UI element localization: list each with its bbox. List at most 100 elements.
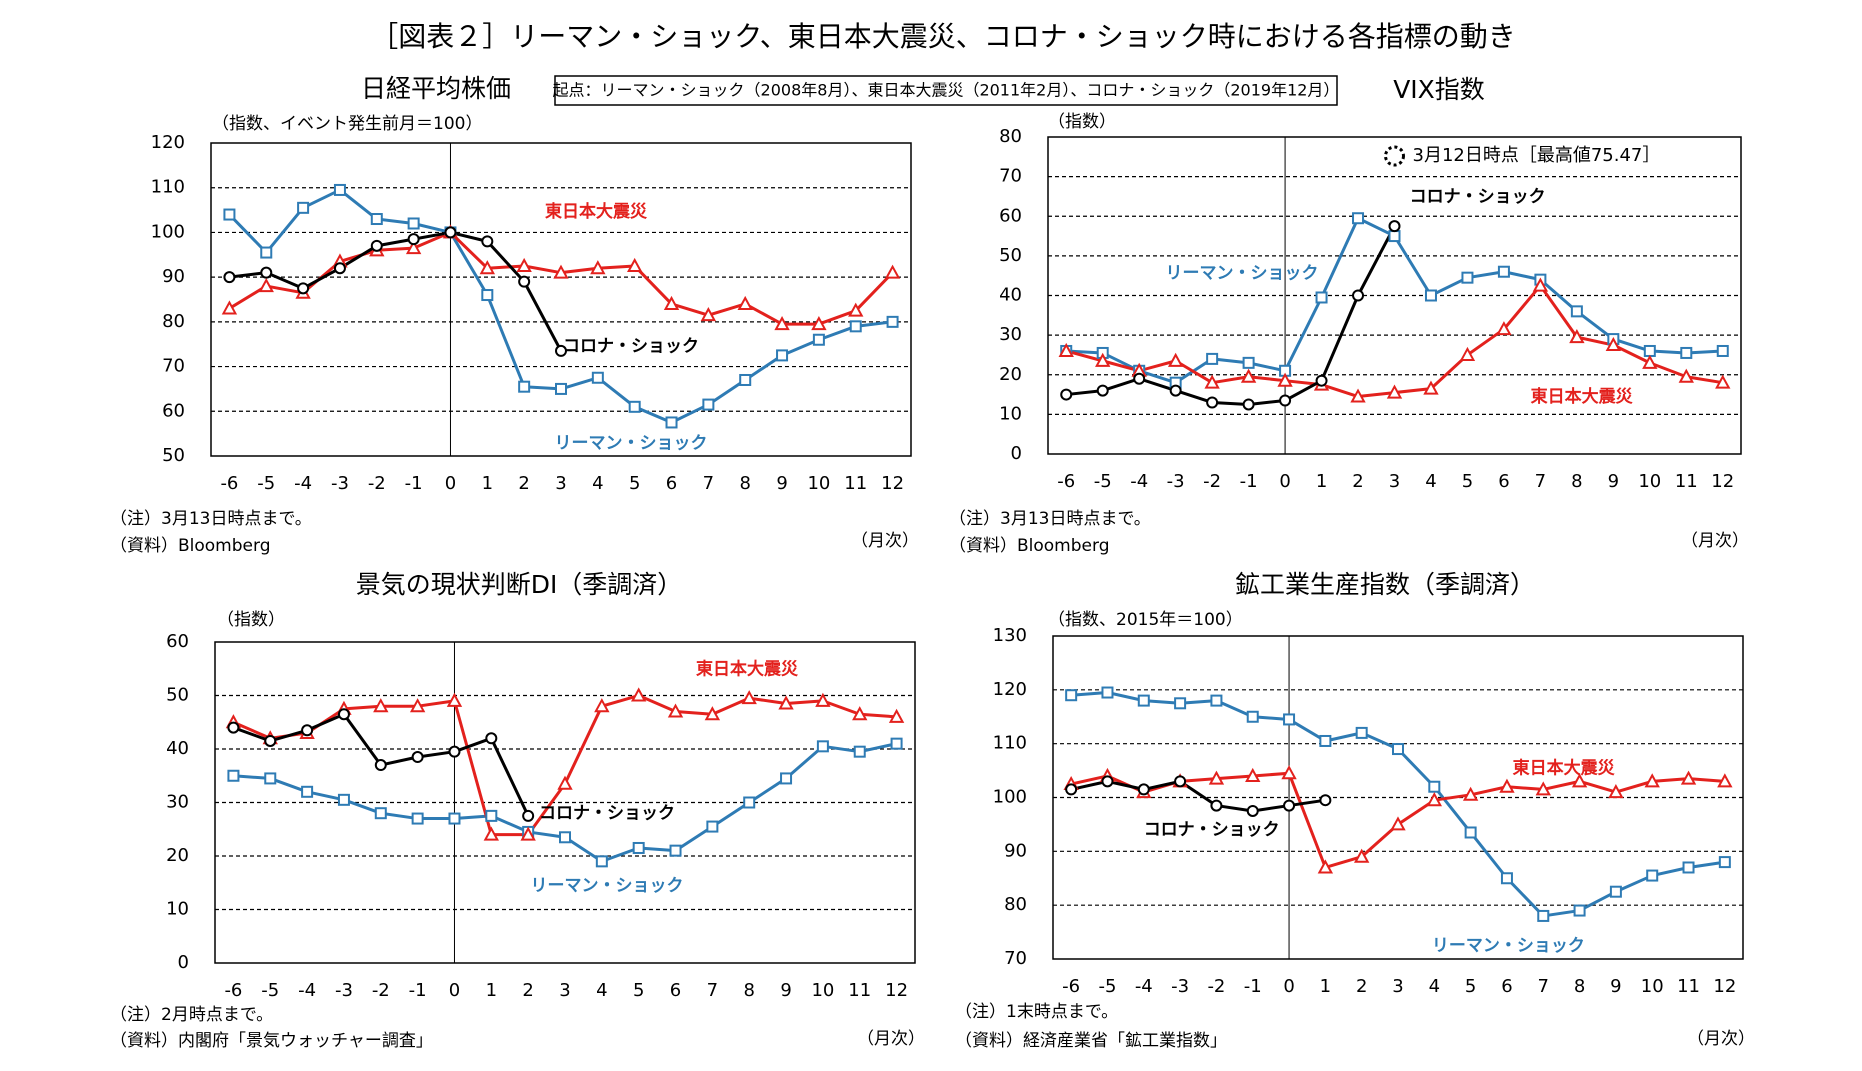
y-tick-label: 0 [1011, 443, 1022, 464]
marker [706, 820, 719, 833]
x-tick-label: 8 [1571, 471, 1582, 492]
note: （注）1末時点まで。 [955, 1002, 1118, 1022]
x-tick-label: 1 [1320, 976, 1331, 997]
marker [1642, 354, 1658, 369]
marker [1242, 356, 1255, 369]
marker [227, 721, 240, 734]
marker [595, 855, 608, 868]
marker [557, 775, 573, 790]
y-tick-label: 80 [162, 311, 185, 332]
x-tick-label: 0 [449, 980, 460, 1001]
note: （資料）Bloomberg [110, 536, 270, 556]
x-tick-label: -6 [1057, 471, 1075, 492]
marker [1174, 775, 1187, 788]
marker [1643, 344, 1656, 357]
x-axis-unit: （月次） [857, 1029, 925, 1049]
marker [559, 831, 571, 844]
y-tick-label: 100 [151, 221, 185, 242]
marker [663, 295, 680, 310]
marker [1500, 872, 1513, 885]
x-tick-label: 7 [703, 473, 714, 494]
marker [444, 226, 457, 239]
y-tick-label: 50 [166, 685, 189, 706]
x-tick-label: 9 [1610, 976, 1621, 997]
main-title: ［図表２］リーマン・ショック、東日本大震災、コロナ・ショック時における各指標の動… [370, 20, 1516, 53]
chart-title: VIX指数 [1393, 75, 1485, 104]
marker [1101, 686, 1114, 699]
marker [407, 233, 420, 246]
marker [848, 302, 864, 317]
chart-panel: 鉱工業生産指数（季調済） （指数、2015年＝100） （注）1末時点まで。 （資料）… [955, 570, 1755, 1051]
marker [260, 266, 273, 279]
marker [405, 239, 422, 255]
x-tick-label: 8 [743, 980, 754, 1001]
x-tick-label: 5 [1462, 471, 1473, 492]
x-tick-label: 0 [1283, 976, 1294, 997]
marker [700, 307, 717, 322]
note: （資料）Bloomberg [949, 536, 1109, 556]
x-tick-label: -2 [372, 980, 390, 1001]
x-tick-label: 2 [522, 980, 533, 1001]
y-tick-label: 60 [162, 400, 185, 421]
chart-panel: 日経平均株価 （指数、イベント発生前月＝100） （注）3月13日時点まで。 （資料）… [110, 74, 919, 556]
x-tick-label: 10 [1638, 471, 1661, 492]
marker [373, 698, 389, 713]
x-tick-label: -5 [1094, 471, 1112, 492]
marker [1137, 783, 1150, 796]
series-label: コロナ・ショック [563, 336, 699, 356]
marker [704, 706, 721, 721]
marker [1532, 277, 1549, 292]
series-label: 東日本大震災 [1531, 386, 1634, 407]
x-tick-label: 3 [559, 980, 570, 1001]
marker [1133, 372, 1146, 385]
marker [1319, 794, 1332, 807]
note: （資料）経済産業省「鉱工業指数」 [955, 1031, 1227, 1051]
marker [780, 772, 793, 785]
x-tick-label: 0 [1279, 471, 1290, 492]
marker [1569, 329, 1585, 344]
y-tick-label: 70 [162, 356, 185, 377]
plot-border [1047, 136, 1742, 455]
x-tick-label: 2 [1356, 976, 1367, 997]
y-tick-label: 120 [151, 132, 185, 153]
legend-note: 起点：リーマン・ショック（2008年8月）、東日本大震災（2011年2月）、コロ… [553, 81, 1340, 100]
marker [485, 809, 498, 822]
x-tick-label: 6 [666, 473, 677, 494]
marker [370, 213, 383, 226]
series-label: 東日本大震災 [1513, 757, 1616, 778]
marker [553, 264, 569, 279]
marker [1680, 770, 1697, 785]
y-tick-label: 0 [178, 952, 189, 973]
marker [1277, 372, 1293, 387]
marker [1390, 816, 1406, 831]
x-tick-label: 0 [445, 473, 456, 494]
marker [1206, 396, 1219, 409]
chart-title: 景気の現状判断DI（季調済） [356, 570, 683, 599]
marker [407, 217, 420, 230]
x-tick-label: 7 [707, 980, 718, 1001]
x-tick-label: -3 [1167, 471, 1185, 492]
marker [374, 759, 387, 772]
marker [853, 745, 866, 758]
x-tick-label: 10 [811, 980, 834, 1001]
y-tick-label: 40 [999, 285, 1022, 306]
y-tick-label: 120 [993, 679, 1027, 700]
marker [1717, 773, 1733, 788]
x-tick-label: 9 [1608, 471, 1619, 492]
y-tick-label: 80 [999, 126, 1022, 147]
series-label: 東日本大震災 [696, 658, 799, 679]
x-tick-label: -6 [224, 980, 242, 1001]
y-tick-label: 60 [999, 205, 1022, 226]
note: （注）3月13日時点まで。 [949, 509, 1151, 529]
marker [1678, 368, 1694, 383]
marker [1608, 784, 1624, 799]
plot-border [214, 641, 916, 964]
series-label: リーマン・ショック [555, 433, 708, 453]
marker [1174, 697, 1187, 710]
y-tick-label: 80 [1004, 894, 1027, 915]
marker [852, 706, 868, 721]
marker [516, 257, 532, 272]
marker [890, 737, 903, 750]
x-tick-label: -1 [405, 473, 423, 494]
